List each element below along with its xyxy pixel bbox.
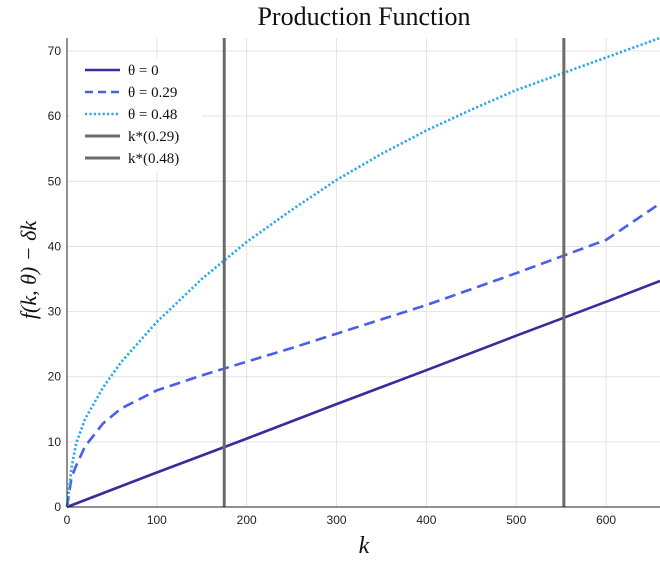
y-tick-label: 10 [48,435,62,449]
legend-background [70,58,202,172]
legend-label-1: θ = 0.29 [128,85,177,101]
reference-lines [222,38,566,507]
y-tick-label: 30 [48,305,62,319]
x-tick-label: 0 [64,513,71,527]
series-line-1 [65,202,660,508]
x-tick-label: 500 [506,513,526,527]
y-tick-label: 60 [48,109,62,123]
legend-label-4: k*(0.48) [128,151,179,167]
x-tick-label: 400 [416,513,436,527]
y-axis-label: f(k, θ) − δk [16,220,41,319]
y-tick-label: 50 [48,174,62,188]
legend-label-0: θ = 0 [128,63,159,79]
legend-label-3: k*(0.29) [128,129,179,145]
chart-title: Production Function [257,2,470,31]
y-tick-label: 70 [48,44,62,58]
axes [66,38,660,508]
x-tick-label: 200 [237,513,257,527]
y-tick-labels: 0 10 20 30 40 50 60 70 [48,44,62,514]
x-tick-labels: 0 100 200 300 400 500 600 [64,513,617,527]
legend: θ = 0 θ = 0.29 θ = 0.48 k*(0.29) k*(0.48) [70,58,202,172]
plot-series [65,36,660,509]
x-tick-label: 100 [147,513,167,527]
x-tick-label: 300 [327,513,347,527]
y-tick-label: 20 [48,370,62,384]
x-axis-label: k [359,533,370,559]
series-line-0 [66,279,660,509]
legend-label-2: θ = 0.48 [128,107,177,123]
x-tick-label: 600 [596,513,616,527]
y-tick-label: 0 [54,500,61,514]
y-tick-label: 40 [48,239,62,253]
series-line-2 [65,36,660,508]
